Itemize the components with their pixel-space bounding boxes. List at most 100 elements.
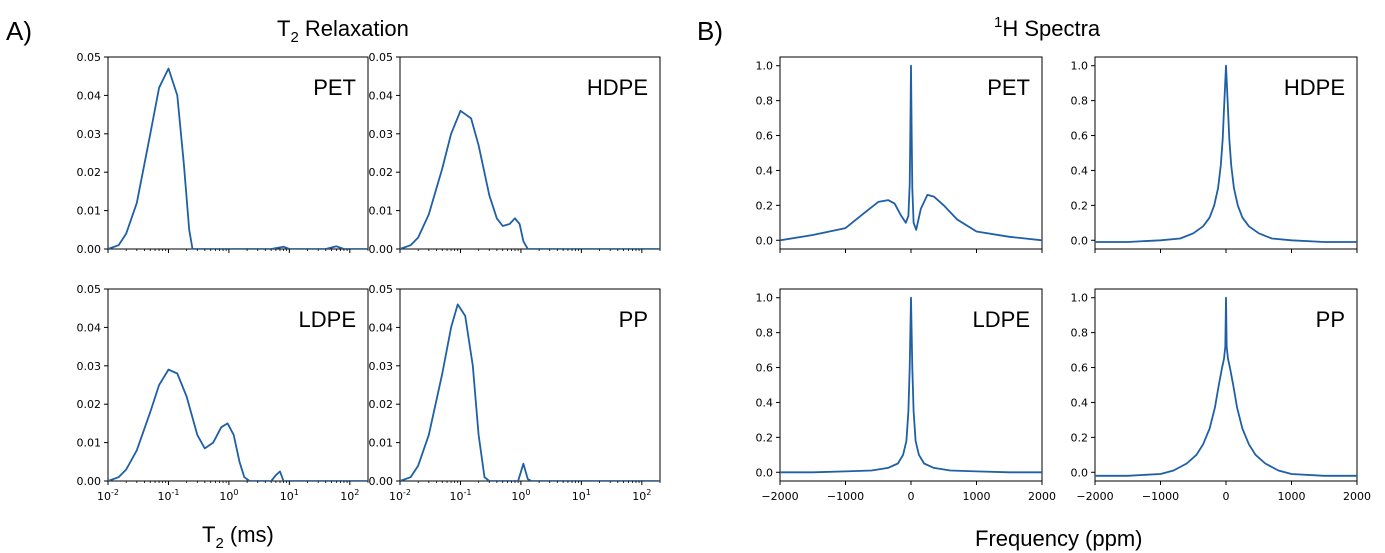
x-tick-label: 1000 xyxy=(1278,490,1306,503)
x-tick-label-exp: 0 xyxy=(525,488,530,497)
subplot-label: HDPE xyxy=(587,75,648,100)
y-tick-label: 0.04 xyxy=(77,321,102,334)
panel-a-title-main: T xyxy=(277,16,290,41)
y-tick-label: 0.4 xyxy=(1071,396,1089,409)
series-line xyxy=(780,296,1042,474)
y-tick-label: 0.4 xyxy=(756,396,774,409)
x-tick-label-base: 10 xyxy=(280,490,294,503)
subplots: 0.000.010.020.030.040.05PET0.000.010.020… xyxy=(77,51,1372,503)
panel-b-title-sup: 1 xyxy=(994,14,1002,31)
panel-b-title: 1H Spectra xyxy=(994,14,1101,41)
x-tick-label: 101 xyxy=(280,488,299,503)
x-tick-label: 101 xyxy=(572,488,591,503)
x-tick-label: 2000 xyxy=(1028,490,1056,503)
y-tick-label: 0.05 xyxy=(77,51,102,64)
x-tick-label-base: 10 xyxy=(511,490,525,503)
series-line xyxy=(108,67,368,249)
series-line xyxy=(780,64,1042,242)
y-tick-label: 0.05 xyxy=(369,283,394,296)
x-tick-label-exp: -1 xyxy=(171,488,179,497)
y-tick-label: 0.4 xyxy=(756,164,774,177)
panel-b-letter: B) xyxy=(697,16,723,46)
y-tick-label: 0.2 xyxy=(1071,431,1089,444)
x-tick-label-exp: 1 xyxy=(294,488,299,497)
y-tick-label: 0.01 xyxy=(77,437,102,450)
y-tick-label: 0.03 xyxy=(369,360,394,373)
subplot-h1-pet: 0.0 0.2 0.4 0.6 0.8 1.0 PET xyxy=(756,56,1043,253)
x-tick-label-exp: -1 xyxy=(463,488,471,497)
y-tick-label: 0.01 xyxy=(369,205,394,218)
x-tick-label-base: 10 xyxy=(219,490,233,503)
x-tick-label: 100 xyxy=(219,488,238,503)
y-tick-label: 0.00 xyxy=(369,475,394,488)
x-tick-label-exp: -2 xyxy=(111,488,119,497)
x-tick-label: −2000 xyxy=(761,490,798,503)
subplot-label: PP xyxy=(619,307,648,332)
x-tick-label: 10-2 xyxy=(97,488,119,503)
y-tick-label: 1.0 xyxy=(1071,60,1089,73)
subplot-h1-hdpe: 0.0 0.2 0.4 0.6 0.8 1.0 HDPE xyxy=(1071,56,1358,253)
x-tick-label-base: 10 xyxy=(97,490,111,503)
y-tick-label: 0.03 xyxy=(77,128,102,141)
y-tick-label: 0.00 xyxy=(77,475,102,488)
x-tick-label-exp: 1 xyxy=(586,488,591,497)
x-tick-label: 0 xyxy=(908,490,915,503)
y-tick-label: 0.00 xyxy=(77,243,102,256)
series-line xyxy=(400,109,660,249)
y-tick-label: 0.0 xyxy=(1071,234,1089,247)
y-tick-label: 0.8 xyxy=(756,95,774,108)
subplot-label: PET xyxy=(313,75,356,100)
y-tick-label: 0.2 xyxy=(1071,199,1089,212)
subplot-label: LDPE xyxy=(299,307,356,332)
series-line xyxy=(1095,64,1357,243)
subplot-label: LDPE xyxy=(973,307,1030,332)
y-tick-label: 0.05 xyxy=(369,51,394,64)
subplot-h1-ldpe: 0.0 0.2 0.4 0.6 0.8 1.0 −2000 −1000 0 1000 2000 LDP… xyxy=(756,288,1056,503)
x-tick-label-base: 10 xyxy=(389,490,403,503)
x-tick-label: −2000 xyxy=(1076,490,1113,503)
subplot-label: PP xyxy=(1316,307,1345,332)
x-tick-label: 100 xyxy=(511,488,530,503)
y-tick-label: 0.02 xyxy=(369,166,394,179)
x-tick-label-exp: -2 xyxy=(403,488,411,497)
axes-frame xyxy=(107,288,369,482)
y-tick-label: 0.6 xyxy=(1071,130,1089,143)
subplot-label: PET xyxy=(987,75,1030,100)
y-tick-label: 0.04 xyxy=(369,89,394,102)
y-tick-label: 0.04 xyxy=(369,321,394,334)
x-tick-label-exp: 0 xyxy=(233,488,238,497)
y-tick-label: 0.05 xyxy=(77,283,102,296)
y-tick-label: 0.8 xyxy=(1071,95,1089,108)
y-tick-label: 1.0 xyxy=(756,60,774,73)
y-tick-label: 0.2 xyxy=(756,199,774,212)
x-tick-label-base: 10 xyxy=(157,490,171,503)
x-tick-label: 102 xyxy=(632,488,651,503)
subplot-h1-pp: 0.0 0.2 0.4 0.6 0.8 1.0 −2000 −1000 0 1000 2000 PP xyxy=(1071,288,1371,503)
y-tick-label: 0.01 xyxy=(77,205,102,218)
y-tick-label: 0.03 xyxy=(77,360,102,373)
x-tick-label: −1000 xyxy=(827,490,864,503)
subplot-label: HDPE xyxy=(1284,75,1345,100)
y-tick-label: 0.8 xyxy=(756,327,774,340)
y-tick-label: 0.4 xyxy=(1071,164,1089,177)
panel-a-xlabel: T2 (ms) xyxy=(202,522,274,552)
y-tick-label: 0.0 xyxy=(1071,466,1089,479)
x-tick-label: 10-2 xyxy=(389,488,411,503)
y-tick-label: 0.02 xyxy=(77,166,102,179)
panel-b-xlabel: Frequency (ppm) xyxy=(975,526,1143,551)
panel-a-title-rest: Relaxation xyxy=(299,16,409,41)
x-tick-label-base: 10 xyxy=(632,490,646,503)
y-tick-label: 0.02 xyxy=(369,398,394,411)
panel-a-letter: A) xyxy=(6,16,32,46)
panel-a-xlabel-sub: 2 xyxy=(215,535,223,552)
series-line xyxy=(108,368,368,481)
subplot-t2-hdpe: 0.00 0.01 0.02 0.03 0.04 0.05 HDPE xyxy=(369,51,661,256)
x-tick-label-exp: 2 xyxy=(354,488,359,497)
x-tick-label-base: 10 xyxy=(340,490,354,503)
x-tick-label-base: 10 xyxy=(449,490,463,503)
y-tick-label: 0.00 xyxy=(369,243,394,256)
panel-a-title-sub: 2 xyxy=(290,29,298,46)
